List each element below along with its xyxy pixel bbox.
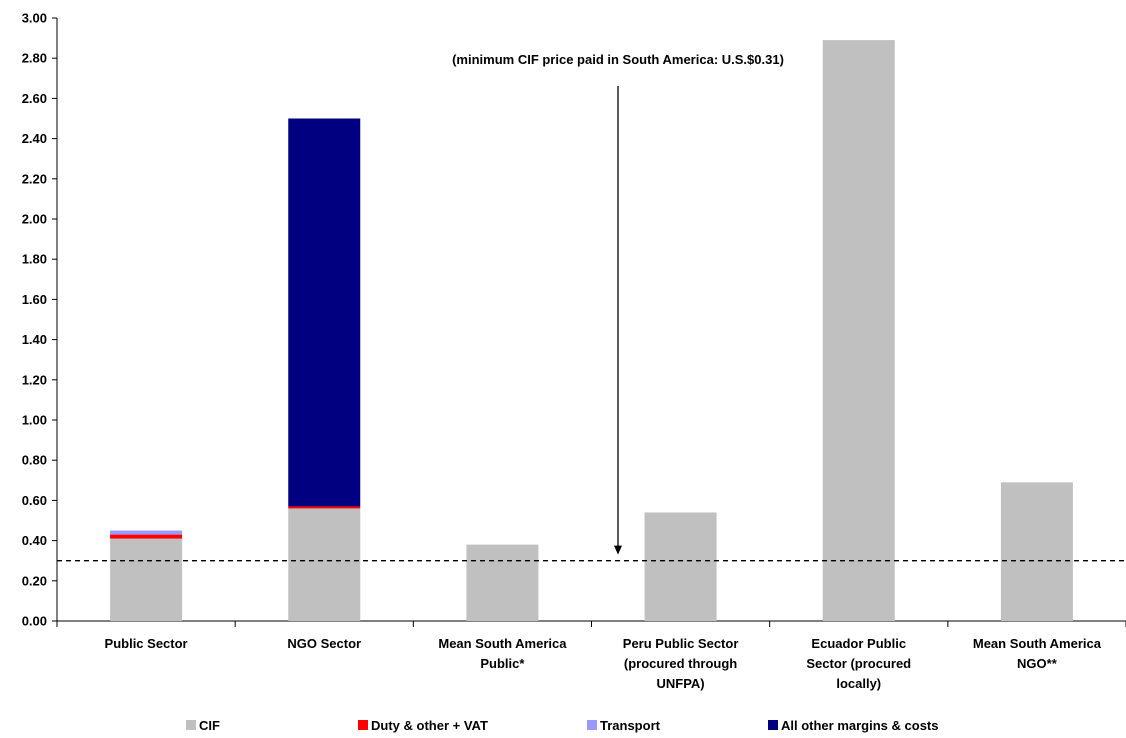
bar-segment: [288, 506, 361, 509]
y-tick-label: 0.60: [22, 493, 47, 508]
y-tick-label: 2.60: [22, 91, 47, 106]
legend-swatch: [768, 720, 778, 730]
y-tick-label: 0.20: [22, 573, 47, 588]
bar-segment: [110, 538, 183, 621]
y-tick-label: 0.00: [22, 614, 47, 629]
legend-swatch: [358, 720, 368, 730]
y-tick-label: 1.80: [22, 252, 47, 267]
category-label: NGO Sector: [287, 636, 361, 651]
category-label: locally): [836, 676, 881, 691]
axes: [52, 17, 1126, 627]
category-label: Mean South America: [973, 636, 1102, 651]
legend-label: Transport: [600, 718, 661, 733]
legend-label: CIF: [199, 718, 220, 733]
category-label: Public*: [480, 656, 525, 671]
bar-segment: [288, 508, 361, 621]
bar-segment: [110, 534, 183, 539]
y-tick-label: 0.40: [22, 533, 47, 548]
y-tick-labels: 0.00 0.20 0.40 0.60 0.80 1.00 1.20 1.40 1.60 1.80…: [22, 11, 47, 629]
y-tick-label: 3.00: [22, 11, 47, 26]
y-tick-label: 1.00: [22, 413, 47, 428]
bars: [110, 40, 1073, 622]
bar-segment: [110, 530, 183, 535]
legend-swatch: [186, 720, 196, 730]
y-tick-label: 2.80: [22, 51, 47, 66]
y-tick-label: 2.00: [22, 212, 47, 227]
bar-segment: [288, 118, 361, 507]
category-labels: Public Sector NGO Sector Mean South Americ…: [105, 636, 1102, 691]
bar-segment: [644, 512, 717, 621]
y-tick-label: 1.40: [22, 332, 47, 347]
category-label: Sector (procured: [806, 656, 911, 671]
legend-label: Duty & other + VAT: [371, 718, 488, 733]
y-tick-label: 1.60: [22, 292, 47, 307]
annotation-arrow-head: [614, 545, 622, 555]
y-tick-label: 1.20: [22, 372, 47, 387]
category-label: (procured through: [624, 656, 737, 671]
y-tick-label: 2.40: [22, 131, 47, 146]
category-label: Peru Public Sector: [623, 636, 739, 651]
category-label: Mean South America: [438, 636, 567, 651]
category-label: Public Sector: [105, 636, 188, 651]
y-tick-label: 2.20: [22, 171, 47, 186]
annotation-group: (minimum CIF price paid in South America…: [452, 52, 784, 555]
category-label: Ecuador Public: [811, 636, 906, 651]
bar-segment: [1000, 482, 1073, 621]
legend-label: All other margins & costs: [781, 718, 938, 733]
annotation-text: (minimum CIF price paid in South America…: [452, 52, 784, 67]
legend: CIF Duty & other + VAT Transport All other …: [186, 718, 938, 733]
category-label: NGO**: [1017, 656, 1058, 671]
category-label: UNFPA): [657, 676, 705, 691]
y-tick-label: 0.80: [22, 453, 47, 468]
legend-swatch: [587, 720, 597, 730]
bar-segment: [822, 40, 895, 622]
bar-segment: [466, 544, 539, 621]
